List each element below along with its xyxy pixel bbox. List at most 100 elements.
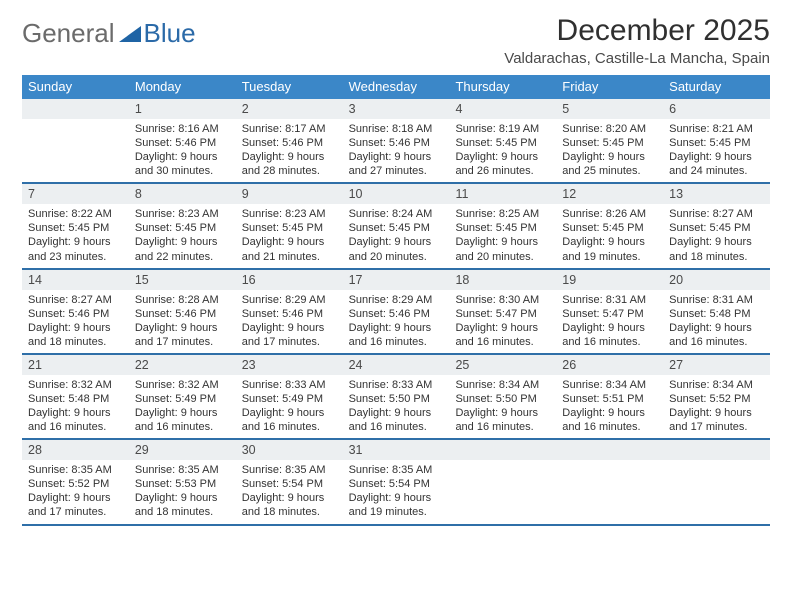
day-number: 26 — [556, 355, 663, 375]
day-number: 4 — [449, 99, 556, 119]
day-number: 3 — [343, 99, 450, 119]
day-cell: 21Sunrise: 8:32 AMSunset: 5:48 PMDayligh… — [22, 355, 129, 438]
day-details: Sunrise: 8:31 AMSunset: 5:47 PMDaylight:… — [556, 290, 663, 349]
day-number — [556, 440, 663, 460]
day-number: 5 — [556, 99, 663, 119]
day-details: Sunrise: 8:32 AMSunset: 5:49 PMDaylight:… — [129, 375, 236, 434]
day-number: 7 — [22, 184, 129, 204]
dow-fri: Friday — [556, 75, 663, 99]
day-cell: 1Sunrise: 8:16 AMSunset: 5:46 PMDaylight… — [129, 99, 236, 182]
location: Valdarachas, Castille-La Mancha, Spain — [504, 50, 770, 67]
day-number: 19 — [556, 270, 663, 290]
dow-mon: Monday — [129, 75, 236, 99]
day-number: 27 — [663, 355, 770, 375]
week-row: 7Sunrise: 8:22 AMSunset: 5:45 PMDaylight… — [22, 184, 770, 269]
day-cell: 6Sunrise: 8:21 AMSunset: 5:45 PMDaylight… — [663, 99, 770, 182]
day-cell — [22, 99, 129, 182]
day-number: 10 — [343, 184, 450, 204]
day-details: Sunrise: 8:20 AMSunset: 5:45 PMDaylight:… — [556, 119, 663, 178]
triangle-icon — [119, 24, 141, 44]
dow-wed: Wednesday — [343, 75, 450, 99]
month-title: December 2025 — [504, 14, 770, 48]
day-details: Sunrise: 8:24 AMSunset: 5:45 PMDaylight:… — [343, 204, 450, 263]
day-cell: 31Sunrise: 8:35 AMSunset: 5:54 PMDayligh… — [343, 440, 450, 523]
week-row: 21Sunrise: 8:32 AMSunset: 5:48 PMDayligh… — [22, 355, 770, 440]
day-details: Sunrise: 8:28 AMSunset: 5:46 PMDaylight:… — [129, 290, 236, 349]
dow-thu: Thursday — [449, 75, 556, 99]
day-cell: 12Sunrise: 8:26 AMSunset: 5:45 PMDayligh… — [556, 184, 663, 267]
day-details: Sunrise: 8:32 AMSunset: 5:48 PMDaylight:… — [22, 375, 129, 434]
dow-sun: Sunday — [22, 75, 129, 99]
day-number: 21 — [22, 355, 129, 375]
day-details: Sunrise: 8:25 AMSunset: 5:45 PMDaylight:… — [449, 204, 556, 263]
day-number — [449, 440, 556, 460]
day-number: 18 — [449, 270, 556, 290]
day-cell: 11Sunrise: 8:25 AMSunset: 5:45 PMDayligh… — [449, 184, 556, 267]
day-cell: 16Sunrise: 8:29 AMSunset: 5:46 PMDayligh… — [236, 270, 343, 353]
day-details: Sunrise: 8:35 AMSunset: 5:54 PMDaylight:… — [236, 460, 343, 519]
day-cell: 5Sunrise: 8:20 AMSunset: 5:45 PMDaylight… — [556, 99, 663, 182]
day-cell: 30Sunrise: 8:35 AMSunset: 5:54 PMDayligh… — [236, 440, 343, 523]
week-row: 28Sunrise: 8:35 AMSunset: 5:52 PMDayligh… — [22, 440, 770, 525]
weeks-container: 1Sunrise: 8:16 AMSunset: 5:46 PMDaylight… — [22, 99, 770, 526]
day-number: 20 — [663, 270, 770, 290]
day-number — [22, 99, 129, 119]
header: General Blue December 2025 Valdarachas, … — [22, 14, 770, 67]
day-number: 17 — [343, 270, 450, 290]
week-row: 1Sunrise: 8:16 AMSunset: 5:46 PMDaylight… — [22, 99, 770, 184]
day-details: Sunrise: 8:18 AMSunset: 5:46 PMDaylight:… — [343, 119, 450, 178]
day-cell: 20Sunrise: 8:31 AMSunset: 5:48 PMDayligh… — [663, 270, 770, 353]
day-number: 2 — [236, 99, 343, 119]
day-details: Sunrise: 8:17 AMSunset: 5:46 PMDaylight:… — [236, 119, 343, 178]
logo-word1: General — [22, 18, 115, 49]
day-cell: 28Sunrise: 8:35 AMSunset: 5:52 PMDayligh… — [22, 440, 129, 523]
day-number: 22 — [129, 355, 236, 375]
day-cell: 29Sunrise: 8:35 AMSunset: 5:53 PMDayligh… — [129, 440, 236, 523]
day-number: 6 — [663, 99, 770, 119]
calendar-page: General Blue December 2025 Valdarachas, … — [0, 0, 792, 536]
day-number: 15 — [129, 270, 236, 290]
day-number: 13 — [663, 184, 770, 204]
day-number: 23 — [236, 355, 343, 375]
day-number: 29 — [129, 440, 236, 460]
day-number: 28 — [22, 440, 129, 460]
day-number: 31 — [343, 440, 450, 460]
day-details: Sunrise: 8:34 AMSunset: 5:52 PMDaylight:… — [663, 375, 770, 434]
day-details: Sunrise: 8:35 AMSunset: 5:52 PMDaylight:… — [22, 460, 129, 519]
day-cell — [556, 440, 663, 523]
day-number: 9 — [236, 184, 343, 204]
day-details: Sunrise: 8:23 AMSunset: 5:45 PMDaylight:… — [129, 204, 236, 263]
day-number: 30 — [236, 440, 343, 460]
day-cell: 22Sunrise: 8:32 AMSunset: 5:49 PMDayligh… — [129, 355, 236, 438]
day-cell: 10Sunrise: 8:24 AMSunset: 5:45 PMDayligh… — [343, 184, 450, 267]
calendar: Sunday Monday Tuesday Wednesday Thursday… — [22, 75, 770, 526]
day-details: Sunrise: 8:34 AMSunset: 5:51 PMDaylight:… — [556, 375, 663, 434]
day-cell: 18Sunrise: 8:30 AMSunset: 5:47 PMDayligh… — [449, 270, 556, 353]
logo-word2: Blue — [144, 18, 196, 49]
day-cell: 14Sunrise: 8:27 AMSunset: 5:46 PMDayligh… — [22, 270, 129, 353]
day-number: 11 — [449, 184, 556, 204]
day-details: Sunrise: 8:27 AMSunset: 5:46 PMDaylight:… — [22, 290, 129, 349]
day-details: Sunrise: 8:21 AMSunset: 5:45 PMDaylight:… — [663, 119, 770, 178]
day-number: 1 — [129, 99, 236, 119]
day-cell: 27Sunrise: 8:34 AMSunset: 5:52 PMDayligh… — [663, 355, 770, 438]
day-number — [663, 440, 770, 460]
day-cell — [449, 440, 556, 523]
day-details: Sunrise: 8:16 AMSunset: 5:46 PMDaylight:… — [129, 119, 236, 178]
day-cell: 25Sunrise: 8:34 AMSunset: 5:50 PMDayligh… — [449, 355, 556, 438]
day-cell: 4Sunrise: 8:19 AMSunset: 5:45 PMDaylight… — [449, 99, 556, 182]
dow-tue: Tuesday — [236, 75, 343, 99]
day-details: Sunrise: 8:33 AMSunset: 5:49 PMDaylight:… — [236, 375, 343, 434]
day-number: 25 — [449, 355, 556, 375]
day-cell: 23Sunrise: 8:33 AMSunset: 5:49 PMDayligh… — [236, 355, 343, 438]
day-cell: 17Sunrise: 8:29 AMSunset: 5:46 PMDayligh… — [343, 270, 450, 353]
dow-sat: Saturday — [663, 75, 770, 99]
day-details: Sunrise: 8:29 AMSunset: 5:46 PMDaylight:… — [343, 290, 450, 349]
week-row: 14Sunrise: 8:27 AMSunset: 5:46 PMDayligh… — [22, 270, 770, 355]
day-details: Sunrise: 8:31 AMSunset: 5:48 PMDaylight:… — [663, 290, 770, 349]
day-details: Sunrise: 8:33 AMSunset: 5:50 PMDaylight:… — [343, 375, 450, 434]
day-number: 8 — [129, 184, 236, 204]
day-cell: 7Sunrise: 8:22 AMSunset: 5:45 PMDaylight… — [22, 184, 129, 267]
day-details: Sunrise: 8:34 AMSunset: 5:50 PMDaylight:… — [449, 375, 556, 434]
day-cell: 9Sunrise: 8:23 AMSunset: 5:45 PMDaylight… — [236, 184, 343, 267]
